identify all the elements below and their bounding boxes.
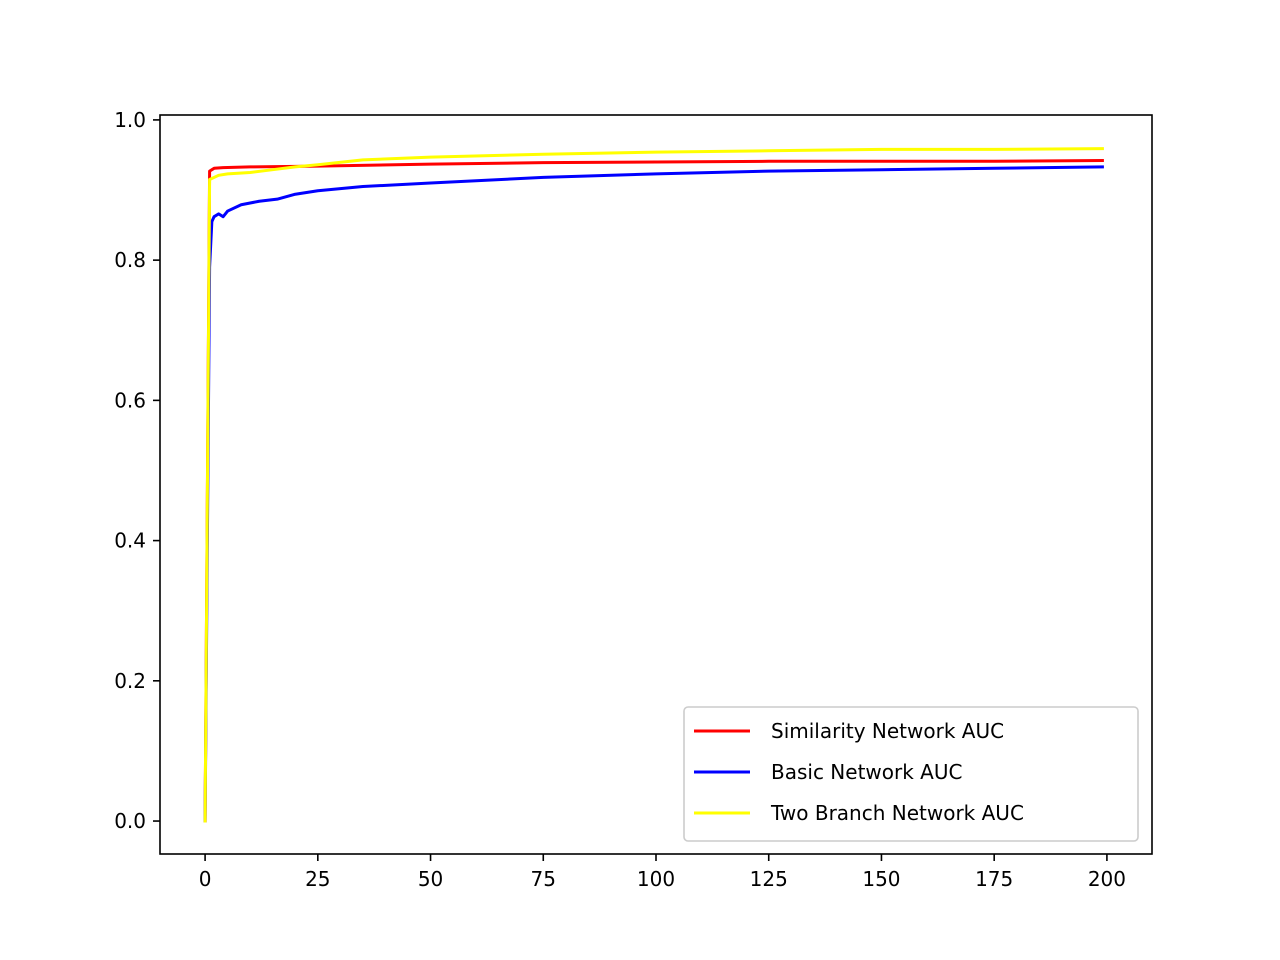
series-layer <box>203 147 1104 823</box>
y-axis: 0.0 0.2 0.4 0.6 0.8 1.0 <box>114 108 160 833</box>
legend-label: Two Branch Network AUC <box>770 801 1024 825</box>
series-line-3 <box>203 147 1104 823</box>
y-tick-label: 0.4 <box>114 529 146 553</box>
legend: Similarity Network AUC Basic Network AUC T… <box>683 706 1139 842</box>
x-tick-label: 50 <box>418 867 443 891</box>
x-tick-label: 25 <box>305 867 330 891</box>
legend-label: Basic Network AUC <box>771 760 962 784</box>
x-tick-label: 125 <box>750 867 788 891</box>
series-line-2 <box>203 165 1104 823</box>
x-tick-label: 0 <box>199 867 212 891</box>
series-line-1 <box>203 159 1104 823</box>
y-tick-label: 0.0 <box>114 809 146 833</box>
legend-box <box>683 706 1139 842</box>
x-tick-label: 200 <box>1088 867 1126 891</box>
x-tick-label: 75 <box>531 867 556 891</box>
y-tick-label: 0.6 <box>114 388 146 412</box>
legend-label: Similarity Network AUC <box>771 719 1004 743</box>
y-tick-label: 0.2 <box>114 669 146 693</box>
y-tick-label: 0.8 <box>114 248 146 272</box>
x-axis: 0 25 50 75 100 125 150 175 200 <box>199 854 1126 891</box>
x-tick-label: 175 <box>975 867 1013 891</box>
y-tick-label: 1.0 <box>114 108 146 132</box>
x-tick-label: 150 <box>862 867 900 891</box>
x-tick-label: 100 <box>637 867 675 891</box>
